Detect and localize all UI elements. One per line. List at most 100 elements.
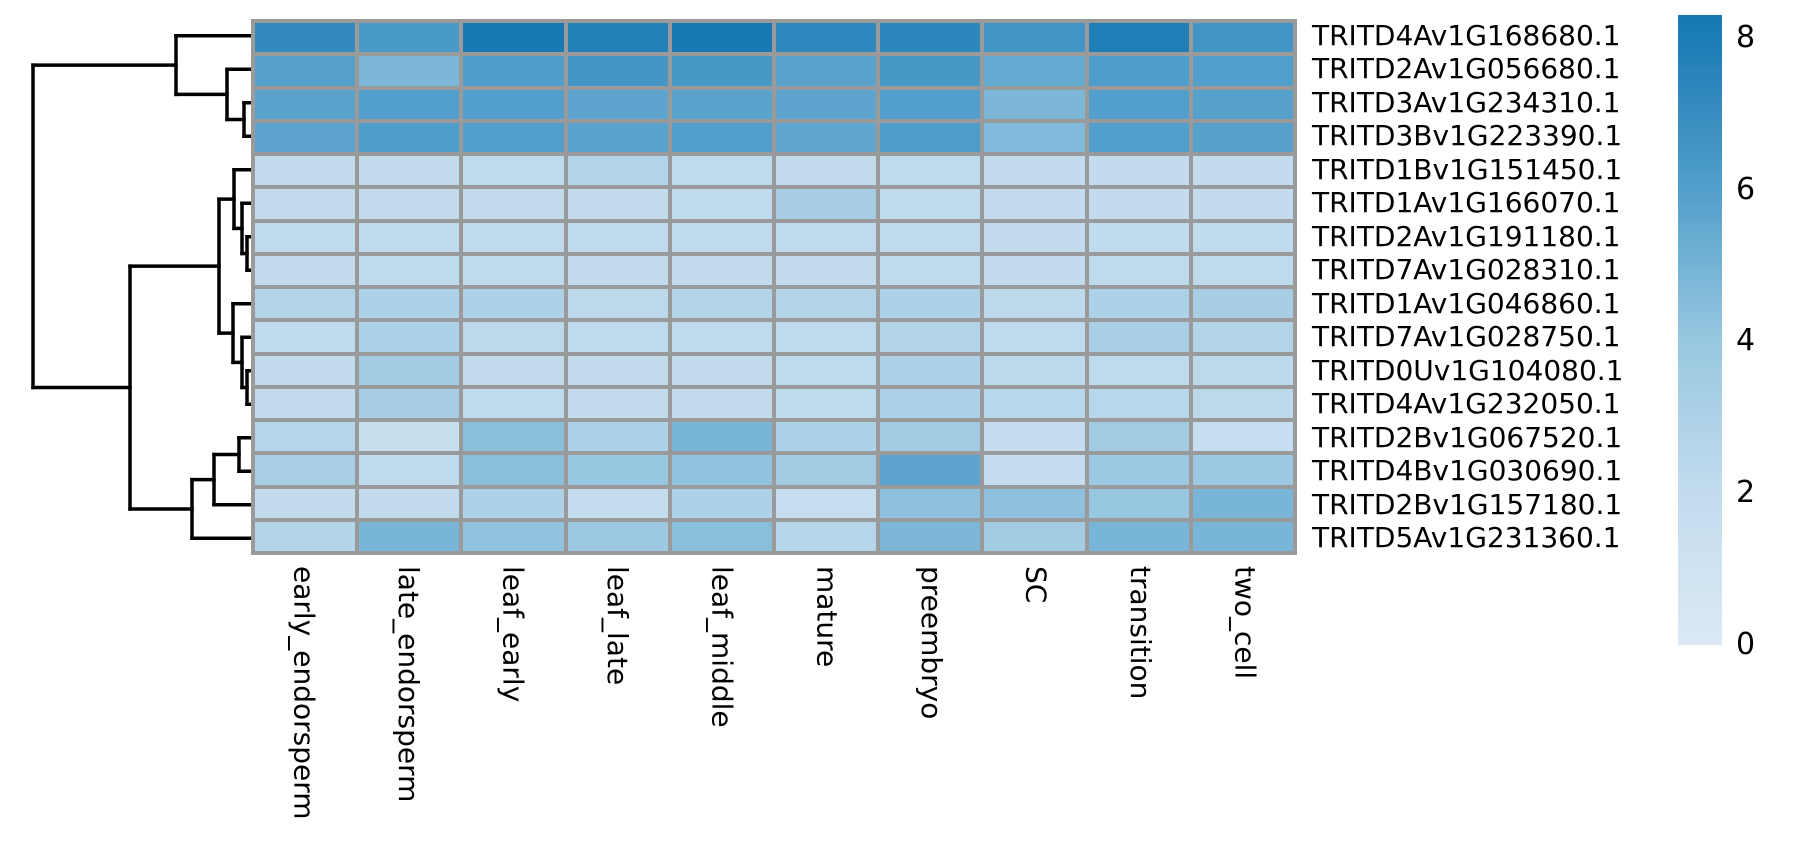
heatmap-cell: [984, 422, 1085, 452]
heatmap-cell: [463, 488, 564, 518]
heatmap-cell: [463, 189, 564, 219]
heatmap-cell: [775, 89, 877, 119]
row-label: TRITD7Av1G028750.1: [1312, 320, 1621, 354]
heatmap-cell: [255, 289, 356, 319]
heatmap-cell: [463, 388, 564, 418]
heatmap-cell: [880, 189, 981, 219]
heatmap-cell: [984, 56, 1085, 86]
heatmap-cell: [359, 488, 460, 518]
heatmap-cell: [359, 289, 460, 319]
heatmap-cell: [775, 488, 877, 518]
heatmap-cell: [1088, 89, 1189, 119]
heatmap-cell: [671, 388, 772, 418]
heatmap-cell: [1192, 455, 1293, 485]
heatmap-cell: [1088, 255, 1189, 285]
heatmap: [251, 19, 1297, 555]
heatmap-cell: [1088, 122, 1189, 152]
heatmap-cell: [255, 122, 356, 152]
heatmap-cell: [255, 521, 356, 551]
heatmap-cell: [1192, 388, 1293, 418]
heatmap-cell: [255, 322, 356, 352]
heatmap-cell: [1192, 422, 1293, 452]
heatmap-cell: [1192, 156, 1293, 186]
heatmap-cell: [463, 255, 564, 285]
heatmap-cell: [567, 388, 668, 418]
heatmap-cell: [567, 122, 668, 152]
heatmap-cell: [1088, 521, 1189, 551]
heatmap-cell: [671, 455, 772, 485]
heatmap-cell: [775, 23, 877, 53]
heatmap-cell: [255, 355, 356, 385]
heatmap-cell: [359, 255, 460, 285]
heatmap-cell: [880, 355, 981, 385]
column-label: late_endorsperm: [391, 566, 425, 803]
heatmap-cell: [255, 422, 356, 452]
heatmap-cell: [880, 521, 981, 551]
heatmap-cell: [775, 388, 877, 418]
heatmap-cell: [463, 322, 564, 352]
heatmap-cell: [1192, 56, 1293, 86]
heatmap-cell: [567, 89, 668, 119]
heatmap-cell: [775, 122, 877, 152]
heatmap-cell: [671, 122, 772, 152]
heatmap-cell: [984, 89, 1085, 119]
heatmap-cell: [671, 89, 772, 119]
row-label: TRITD3Av1G234310.1: [1312, 85, 1621, 119]
heatmap-cell: [463, 23, 564, 53]
column-label: leaf_late: [601, 566, 635, 686]
colorbar-tick-label: 4: [1736, 323, 1756, 359]
heatmap-cell: [775, 422, 877, 452]
heatmap-cell: [880, 56, 981, 86]
heatmap-cell: [671, 222, 772, 252]
column-label: SC: [1019, 566, 1053, 604]
heatmap-cell: [567, 23, 668, 53]
row-dendrogram: [31, 34, 251, 540]
heatmap-cell: [880, 23, 981, 53]
heatmap-cell: [567, 222, 668, 252]
heatmap-cell: [880, 422, 981, 452]
column-label: leaf_middle: [705, 566, 739, 728]
heatmap-cell: [1192, 89, 1293, 119]
heatmap-cell: [880, 156, 981, 186]
heatmap-cell: [1088, 156, 1189, 186]
column-label: mature: [810, 566, 844, 668]
heatmap-cell: [567, 521, 668, 551]
heatmap-cell: [775, 322, 877, 352]
column-label: early_endorsperm: [287, 566, 321, 820]
heatmap-cell: [1088, 23, 1189, 53]
heatmap-cell: [1088, 388, 1189, 418]
row-label: TRITD2Bv1G067520.1: [1312, 420, 1623, 454]
colorbar-tick-label: 2: [1736, 475, 1756, 511]
heatmap-cell: [359, 156, 460, 186]
colorbar: [1678, 15, 1722, 645]
heatmap-cell: [775, 189, 877, 219]
column-label: preembryo: [914, 566, 948, 720]
heatmap-cell: [775, 222, 877, 252]
heatmap-cell: [1192, 322, 1293, 352]
heatmap-cell: [671, 355, 772, 385]
heatmap-cell: [1192, 23, 1293, 53]
heatmap-cell: [359, 355, 460, 385]
column-label: two_cell: [1228, 566, 1262, 680]
heatmap-cell: [255, 156, 356, 186]
heatmap-cell: [775, 156, 877, 186]
heatmap-cell: [1192, 189, 1293, 219]
heatmap-cell: [255, 388, 356, 418]
heatmap-cell: [1088, 355, 1189, 385]
heatmap-cell: [880, 289, 981, 319]
column-label: leaf_early: [496, 566, 530, 703]
heatmap-cell: [359, 122, 460, 152]
row-label: TRITD0Uv1G104080.1: [1312, 353, 1624, 387]
heatmap-cell: [984, 488, 1085, 518]
heatmap-cell: [671, 422, 772, 452]
colorbar-tick-label: 8: [1736, 19, 1756, 55]
heatmap-cell: [880, 122, 981, 152]
heatmap-cell: [463, 89, 564, 119]
heatmap-cell: [775, 521, 877, 551]
heatmap-cell: [984, 23, 1085, 53]
heatmap-cell: [984, 322, 1085, 352]
heatmap-cell: [984, 355, 1085, 385]
heatmap-cell: [775, 255, 877, 285]
row-label: TRITD5Av1G231360.1: [1312, 521, 1621, 555]
heatmap-cell: [984, 289, 1085, 319]
